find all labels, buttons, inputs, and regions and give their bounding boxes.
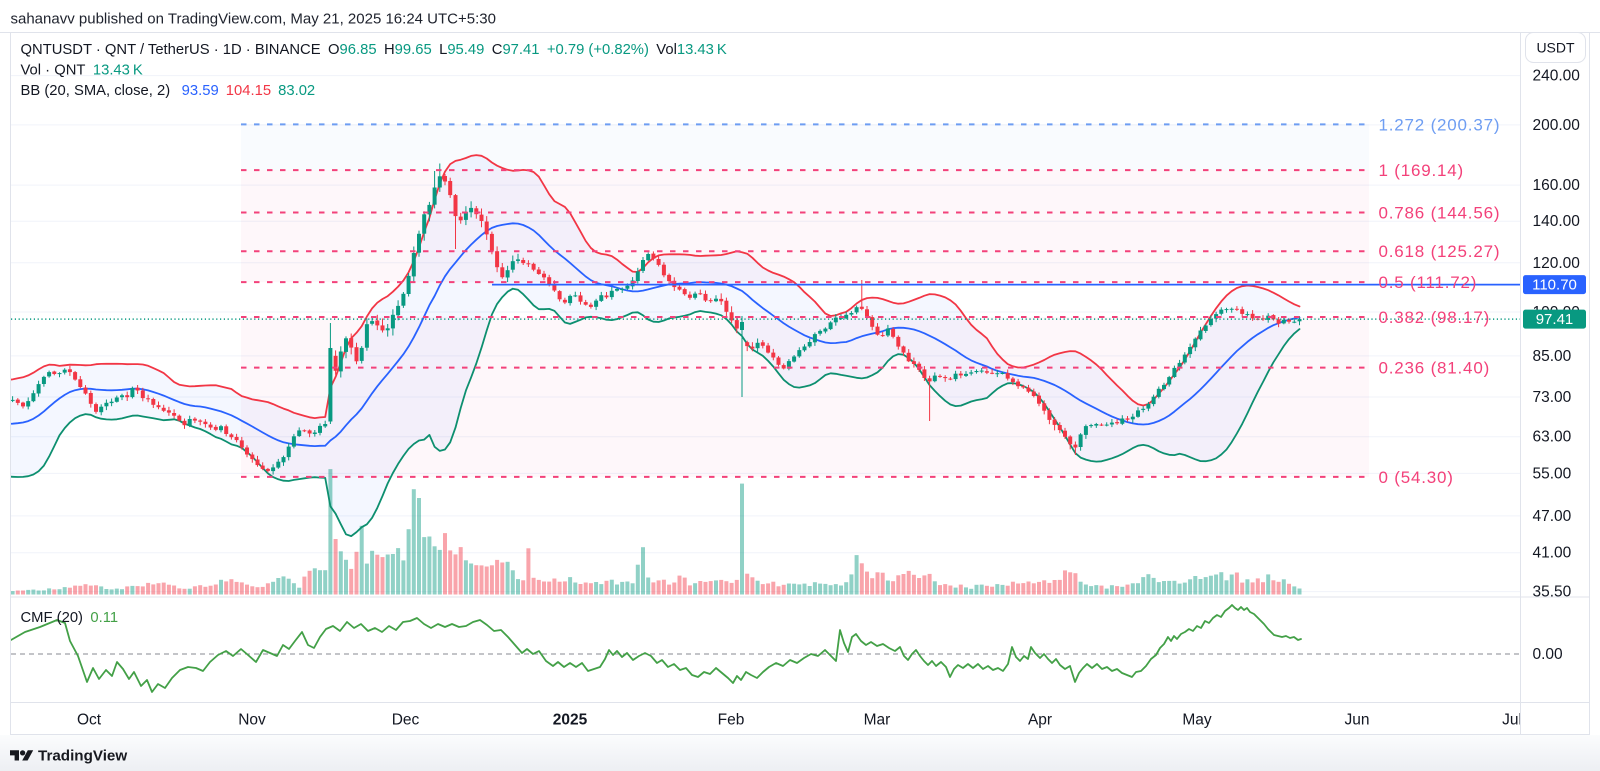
svg-text:73.00: 73.00: [1533, 389, 1572, 406]
svg-text:Apr: Apr: [1028, 712, 1052, 729]
svg-text:TradingView: TradingView: [38, 748, 127, 765]
svg-text:sahanavv published on TradingV: sahanavv published on TradingView.com, M…: [11, 11, 496, 28]
svg-text:160.00: 160.00: [1533, 177, 1581, 194]
svg-text:0 (54.30): 0 (54.30): [1379, 468, 1454, 487]
svg-text:1 (169.14): 1 (169.14): [1379, 161, 1465, 180]
svg-text:BB (20, SMA, close, 2) 93.59: BB (20, SMA, close, 2) 93.59 104.15 83.0…: [21, 83, 316, 99]
svg-text:May: May: [1182, 712, 1212, 729]
svg-text:85.00: 85.00: [1533, 348, 1572, 365]
svg-text:Jul: Jul: [1502, 712, 1522, 729]
svg-text:0.236 (81.40): 0.236 (81.40): [1379, 359, 1491, 378]
svg-text:0.5 (111.72): 0.5 (111.72): [1379, 273, 1478, 292]
svg-text:Vol · QNT 13.43 K: Vol · QNT 13.43 K: [21, 63, 143, 79]
svg-text:140.00: 140.00: [1533, 213, 1581, 230]
svg-text:Nov: Nov: [238, 712, 266, 729]
svg-text:47.00: 47.00: [1533, 508, 1572, 525]
svg-text:120.00: 120.00: [1533, 255, 1581, 272]
svg-text:97.41: 97.41: [1536, 311, 1574, 328]
svg-text:0.00: 0.00: [1533, 646, 1564, 663]
svg-text:41.00: 41.00: [1533, 545, 1572, 562]
svg-text:0.382 (98.17): 0.382 (98.17): [1379, 308, 1491, 327]
svg-text:200.00: 200.00: [1533, 117, 1581, 134]
svg-text:Jun: Jun: [1345, 712, 1370, 729]
svg-text:110.70: 110.70: [1532, 277, 1577, 294]
svg-text:1.272 (200.37): 1.272 (200.37): [1379, 115, 1501, 134]
svg-text:Feb: Feb: [718, 712, 745, 729]
svg-text:35.50: 35.50: [1533, 584, 1572, 601]
svg-text:0.618 (125.27): 0.618 (125.27): [1379, 242, 1501, 261]
svg-text:QNTUSDT · QNT / TetherUS · 1D: QNTUSDT · QNT / TetherUS · 1D · BINANCE …: [21, 42, 727, 58]
svg-text:Dec: Dec: [392, 712, 420, 729]
svg-text:2025: 2025: [553, 712, 588, 729]
svg-text:0.786 (144.56): 0.786 (144.56): [1379, 204, 1501, 223]
svg-text:55.00: 55.00: [1533, 465, 1572, 482]
svg-text:Oct: Oct: [77, 712, 102, 729]
svg-text:240.00: 240.00: [1533, 68, 1581, 85]
svg-text:Mar: Mar: [864, 712, 891, 729]
svg-text:CMF (20) 0.11: CMF (20) 0.11: [21, 610, 119, 626]
svg-text:63.00: 63.00: [1533, 429, 1572, 446]
svg-text:USDT: USDT: [1536, 40, 1575, 56]
